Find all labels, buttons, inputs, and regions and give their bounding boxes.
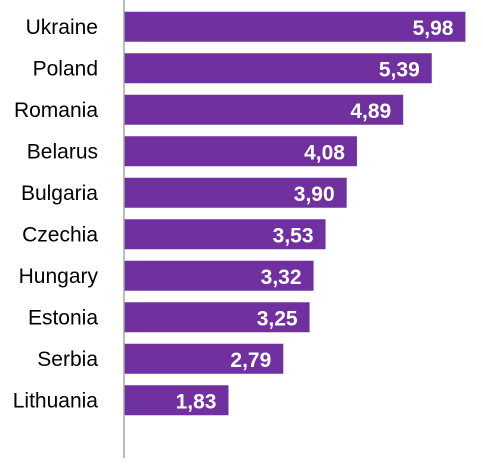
bar-romania xyxy=(124,94,404,125)
category-label: Serbia xyxy=(37,348,98,371)
value-label: 3,32 xyxy=(261,266,302,289)
category-label: Czechia xyxy=(22,223,98,246)
bar-estonia xyxy=(124,302,310,333)
value-labels: 5,98 5,39 4,894,08 3,90 3,53 3,32 3,25 2,79 1,83 xyxy=(176,17,454,414)
bar-hungary xyxy=(124,260,314,291)
bar-ukraine xyxy=(124,11,466,42)
value-label: 2,79 xyxy=(230,349,271,372)
category-label: Romania xyxy=(14,99,98,122)
bars-layer xyxy=(124,11,466,416)
bar-poland xyxy=(124,53,432,84)
value-label: 3,25 xyxy=(257,307,298,330)
category-label: Estonia xyxy=(28,306,98,329)
value-label: 3,90 xyxy=(294,183,335,206)
value-label: 4,89 xyxy=(350,100,391,123)
bar-bulgaria xyxy=(124,177,347,208)
category-labels: Ukraine Poland Romania Belarus Bulgaria Czech… xyxy=(13,16,99,413)
value-label: 4,08 xyxy=(304,141,345,164)
category-label: Poland xyxy=(33,57,98,80)
value-label: 5,98 xyxy=(413,17,454,40)
bar-lithuania xyxy=(124,385,229,416)
category-label: Hungary xyxy=(19,265,99,288)
bar-czechia xyxy=(124,219,326,250)
value-label: 5,39 xyxy=(379,58,420,81)
category-label: Belarus xyxy=(27,140,98,163)
value-label: 1,83 xyxy=(176,390,217,413)
category-label: Bulgaria xyxy=(21,182,98,205)
value-label: 3,53 xyxy=(273,224,314,247)
bar-serbia xyxy=(124,343,284,374)
category-label: Lithuania xyxy=(13,389,99,412)
category-label: Ukraine xyxy=(26,16,98,39)
bar-belarus xyxy=(124,136,357,167)
